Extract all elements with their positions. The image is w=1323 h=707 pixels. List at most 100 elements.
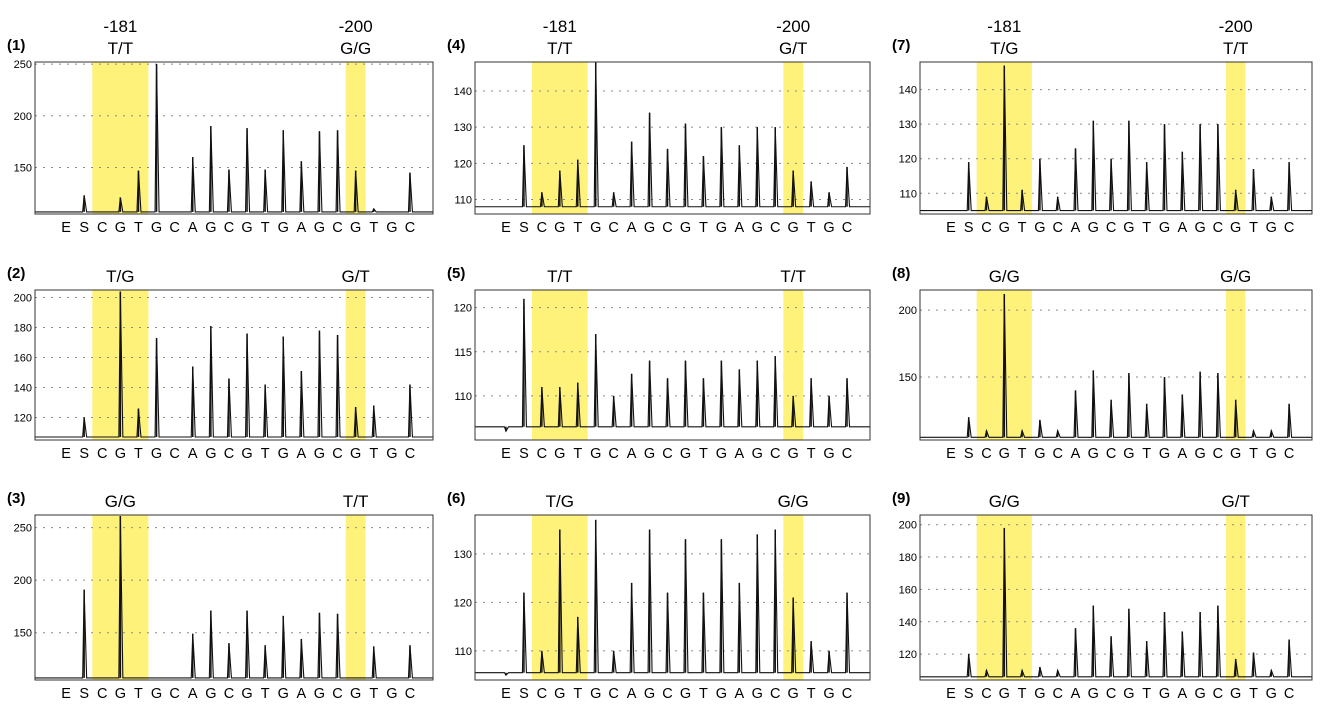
genotype-label-left: T/G [106, 267, 134, 286]
pyrogram-trace [920, 294, 1312, 438]
dispensation-letter: T [261, 220, 270, 236]
dispensation-letter: C [770, 686, 780, 702]
dispensation-letter: S [79, 446, 89, 462]
panel-label: (7) [892, 37, 910, 54]
dispensation-letter: C [842, 446, 852, 462]
pyrogram-trace [920, 527, 1312, 678]
pyrogram-trace [35, 64, 433, 213]
dispensation-letter: S [519, 686, 529, 702]
dispensation-letter: G [1123, 686, 1134, 702]
dispensation-letter: C [224, 446, 234, 462]
dispensation-letter: T [134, 446, 143, 462]
y-tick-label: 200 [899, 520, 917, 532]
genotype-label-right: G/G [778, 492, 809, 511]
dispensation-letter: T [1249, 446, 1258, 462]
dispensation-letter: G [241, 446, 252, 462]
dispensation-letter: C [169, 220, 179, 236]
dispensation-letter: A [734, 220, 744, 236]
dispensation-letter: C [332, 220, 342, 236]
dispensation-letter: G [1194, 220, 1205, 236]
plot-frame [474, 61, 871, 215]
dispensation-letter: T [807, 686, 816, 702]
dispensation-letter: S [519, 220, 529, 236]
dispensation-letter: G [151, 220, 162, 236]
dispensation-letter: G [1034, 220, 1045, 236]
dispensation-letter: E [501, 686, 511, 702]
genotype-label-left: T/T [108, 39, 134, 58]
dispensation-letter: G [788, 220, 799, 236]
y-tick-label: 150 [14, 162, 32, 174]
dispensation-letter: C [770, 220, 780, 236]
dispensation-letter: A [734, 446, 744, 462]
dispensation-letter: S [964, 220, 974, 236]
dispensation-letter: C [608, 446, 618, 462]
dispensation-letter: T [134, 220, 143, 236]
dispensation-letter: C [1106, 686, 1116, 702]
dispensation-letter: T [573, 686, 582, 702]
dispensation-letter: T [1018, 686, 1027, 702]
dispensation-letter: G [278, 220, 289, 236]
dispensation-letter: G [386, 686, 397, 702]
dispensation-letter: C [537, 220, 547, 236]
dispensation-letter: C [332, 686, 342, 702]
pyrogram-trace [35, 516, 433, 679]
dispensation-letter: T [1142, 220, 1151, 236]
dispensation-letter: G [151, 446, 162, 462]
y-tick-label: 140 [899, 617, 917, 629]
dispensation-letter: G [1159, 220, 1170, 236]
dispensation-letter: T [369, 686, 378, 702]
dispensation-letter: C [770, 446, 780, 462]
y-tick-label: 110 [454, 646, 472, 658]
dispensation-letter: E [61, 220, 71, 236]
dispensation-letter: G [386, 220, 397, 236]
dispensation-letter: G [590, 220, 601, 236]
dispensation-letter: C [405, 686, 415, 702]
dispensation-letter: S [79, 686, 89, 702]
dispensation-letter: G [999, 686, 1010, 702]
y-tick-label: 140 [14, 383, 32, 395]
dispensation-letter: G [716, 446, 727, 462]
plot-frame [474, 289, 871, 441]
dispensation-letter: E [946, 446, 956, 462]
snp-position-right: -200 [1219, 17, 1253, 36]
genotype-label-left: G/G [989, 492, 1020, 511]
y-tick-label: 160 [14, 353, 32, 365]
dispensation-letter: T [261, 446, 270, 462]
y-tick-label: 115 [454, 347, 472, 359]
dispensation-letter: E [946, 220, 956, 236]
dispensation-letter: C [608, 686, 618, 702]
dispensation-letter: S [519, 446, 529, 462]
dispensation-letter: T [1142, 686, 1151, 702]
snp-position-left: -181 [987, 17, 1021, 36]
dispensation-letter: A [627, 686, 637, 702]
y-tick-label: 200 [14, 293, 32, 305]
panel-label: (4) [447, 37, 465, 54]
dispensation-letter: A [188, 220, 198, 236]
dispensation-letter: A [297, 686, 307, 702]
dispensation-letter: C [169, 686, 179, 702]
dispensation-letter: E [61, 446, 71, 462]
dispensation-letter: T [1249, 220, 1258, 236]
dispensation-letter: T [1249, 686, 1258, 702]
dispensation-letter: G [823, 446, 834, 462]
dispensation-letter: C [981, 446, 991, 462]
genotype-label-right: G/G [340, 39, 371, 58]
dispensation-letter: C [608, 220, 618, 236]
dispensation-letter: A [188, 686, 198, 702]
dispensation-letter: G [1034, 446, 1045, 462]
dispensation-letter: C [842, 686, 852, 702]
dispensation-letter: G [999, 446, 1010, 462]
dispensation-letter: G [1230, 446, 1241, 462]
dispensation-letter: G [1034, 686, 1045, 702]
dispensation-letter: C [1213, 446, 1223, 462]
dispensation-letter: A [1177, 686, 1187, 702]
dispensation-letter: C [224, 220, 234, 236]
y-tick-label: 160 [899, 584, 917, 596]
dispensation-letter: G [590, 686, 601, 702]
y-tick-label: 140 [899, 85, 917, 97]
dispensation-letter: G [1088, 446, 1099, 462]
